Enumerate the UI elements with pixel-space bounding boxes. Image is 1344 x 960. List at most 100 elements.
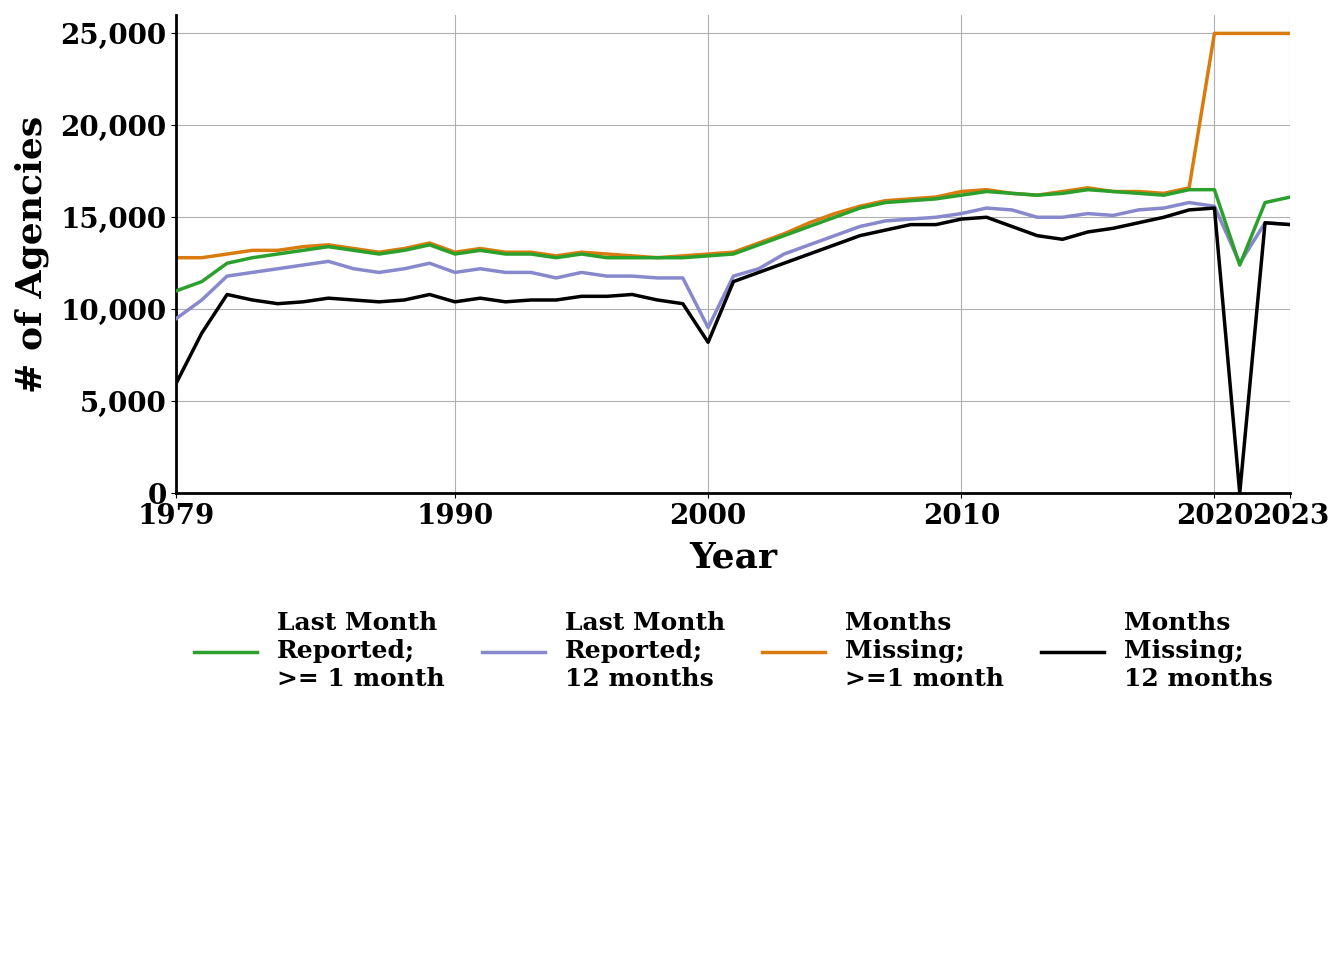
Months
Missing;
>=1 month [422, 237, 438, 249]
X-axis label: Year: Year [689, 540, 777, 575]
Months
Missing;
12 months [751, 267, 767, 278]
Last Month
Reported;
12 months [1282, 219, 1298, 230]
Last Month
Reported;
12 months [801, 239, 817, 251]
Months
Missing;
>=1 month [1231, 28, 1247, 39]
Last Month
Reported;
>= 1 month [1105, 185, 1121, 197]
Last Month
Reported;
12 months [396, 263, 413, 275]
Last Month
Reported;
12 months [1257, 217, 1273, 228]
Months
Missing;
12 months [1004, 221, 1020, 232]
Line: Months
Missing;
12 months: Months Missing; 12 months [176, 208, 1290, 493]
Months
Missing;
12 months [927, 219, 943, 230]
Last Month
Reported;
>= 1 month [345, 245, 362, 256]
Months
Missing;
>=1 month [168, 252, 184, 263]
Months
Missing;
12 months [245, 294, 261, 305]
Last Month
Reported;
>= 1 month [953, 189, 969, 201]
Months
Missing;
12 months [649, 294, 665, 305]
Last Month
Reported;
12 months [624, 271, 640, 282]
Months
Missing;
>=1 month [1207, 28, 1223, 39]
Months
Missing;
12 months [497, 296, 513, 307]
Last Month
Reported;
12 months [978, 203, 995, 214]
Last Month
Reported;
12 months [168, 313, 184, 324]
Months
Missing;
>=1 month [827, 207, 843, 219]
Months
Missing;
>=1 month [624, 251, 640, 262]
Last Month
Reported;
>= 1 month [446, 249, 462, 260]
Months
Missing;
>=1 month [446, 247, 462, 258]
Months
Missing;
12 months [775, 257, 792, 269]
Months
Missing;
>=1 month [1105, 185, 1121, 197]
Last Month
Reported;
>= 1 month [396, 245, 413, 256]
Y-axis label: # of Agencies: # of Agencies [15, 115, 50, 393]
Line: Last Month
Reported;
12 months: Last Month Reported; 12 months [176, 203, 1290, 327]
Months
Missing;
>=1 month [978, 184, 995, 196]
Last Month
Reported;
>= 1 month [1257, 197, 1273, 208]
Months
Missing;
12 months [978, 211, 995, 223]
Last Month
Reported;
12 months [472, 263, 488, 275]
Months
Missing;
12 months [1181, 204, 1198, 216]
Last Month
Reported;
12 months [878, 215, 894, 227]
Last Month
Reported;
>= 1 month [827, 211, 843, 223]
Months
Missing;
>=1 month [599, 249, 616, 260]
Months
Missing;
>=1 month [472, 243, 488, 254]
Last Month
Reported;
12 months [903, 213, 919, 225]
Last Month
Reported;
12 months [422, 257, 438, 269]
Last Month
Reported;
12 months [1207, 201, 1223, 212]
Months
Missing;
12 months [1130, 217, 1146, 228]
Last Month
Reported;
12 months [751, 263, 767, 275]
Last Month
Reported;
12 months [675, 273, 691, 284]
Last Month
Reported;
12 months [1055, 211, 1071, 223]
Months
Missing;
>=1 month [219, 249, 235, 260]
Last Month
Reported;
>= 1 month [1030, 189, 1046, 201]
Last Month
Reported;
>= 1 month [801, 221, 817, 232]
Months
Missing;
>=1 month [1282, 28, 1298, 39]
Last Month
Reported;
12 months [574, 267, 590, 278]
Months
Missing;
12 months [345, 294, 362, 305]
Last Month
Reported;
12 months [548, 273, 564, 284]
Months
Missing;
12 months [903, 219, 919, 230]
Last Month
Reported;
>= 1 month [852, 203, 868, 214]
Months
Missing;
>=1 month [523, 247, 539, 258]
Last Month
Reported;
12 months [1181, 197, 1198, 208]
Last Month
Reported;
>= 1 month [219, 257, 235, 269]
Months
Missing;
>=1 month [1030, 189, 1046, 201]
Last Month
Reported;
12 months [1079, 207, 1095, 219]
Last Month
Reported;
>= 1 month [1181, 184, 1198, 196]
Last Month
Reported;
12 months [1156, 203, 1172, 214]
Last Month
Reported;
12 months [927, 211, 943, 223]
Last Month
Reported;
>= 1 month [1282, 191, 1298, 203]
Months
Missing;
>=1 month [801, 217, 817, 228]
Months
Missing;
12 months [422, 289, 438, 300]
Last Month
Reported;
>= 1 month [1055, 187, 1071, 199]
Months
Missing;
12 months [878, 225, 894, 236]
Last Month
Reported;
12 months [775, 249, 792, 260]
Line: Last Month
Reported;
>= 1 month: Last Month Reported; >= 1 month [176, 190, 1290, 291]
Months
Missing;
12 months [219, 289, 235, 300]
Last Month
Reported;
12 months [1130, 204, 1146, 216]
Months
Missing;
>=1 month [1156, 187, 1172, 199]
Months
Missing;
12 months [953, 213, 969, 225]
Months
Missing;
>=1 month [345, 243, 362, 254]
Months
Missing;
>=1 month [649, 252, 665, 263]
Months
Missing;
>=1 month [396, 243, 413, 254]
Months
Missing;
12 months [624, 289, 640, 300]
Last Month
Reported;
>= 1 month [1156, 189, 1172, 201]
Months
Missing;
12 months [1231, 488, 1247, 499]
Months
Missing;
>=1 month [1055, 185, 1071, 197]
Last Month
Reported;
>= 1 month [1004, 187, 1020, 199]
Last Month
Reported;
>= 1 month [294, 245, 310, 256]
Last Month
Reported;
12 months [1004, 204, 1020, 216]
Months
Missing;
12 months [599, 291, 616, 302]
Last Month
Reported;
>= 1 month [700, 251, 716, 262]
Months
Missing;
12 months [1105, 223, 1121, 234]
Last Month
Reported;
>= 1 month [675, 252, 691, 263]
Last Month
Reported;
12 months [497, 267, 513, 278]
Last Month
Reported;
12 months [523, 267, 539, 278]
Months
Missing;
>=1 month [700, 249, 716, 260]
Months
Missing;
12 months [1257, 217, 1273, 228]
Months
Missing;
12 months [472, 293, 488, 304]
Last Month
Reported;
12 months [1030, 211, 1046, 223]
Last Month
Reported;
>= 1 month [245, 252, 261, 263]
Months
Missing;
12 months [574, 291, 590, 302]
Last Month
Reported;
>= 1 month [751, 239, 767, 251]
Months
Missing;
>=1 month [1181, 182, 1198, 194]
Months
Missing;
>=1 month [548, 251, 564, 262]
